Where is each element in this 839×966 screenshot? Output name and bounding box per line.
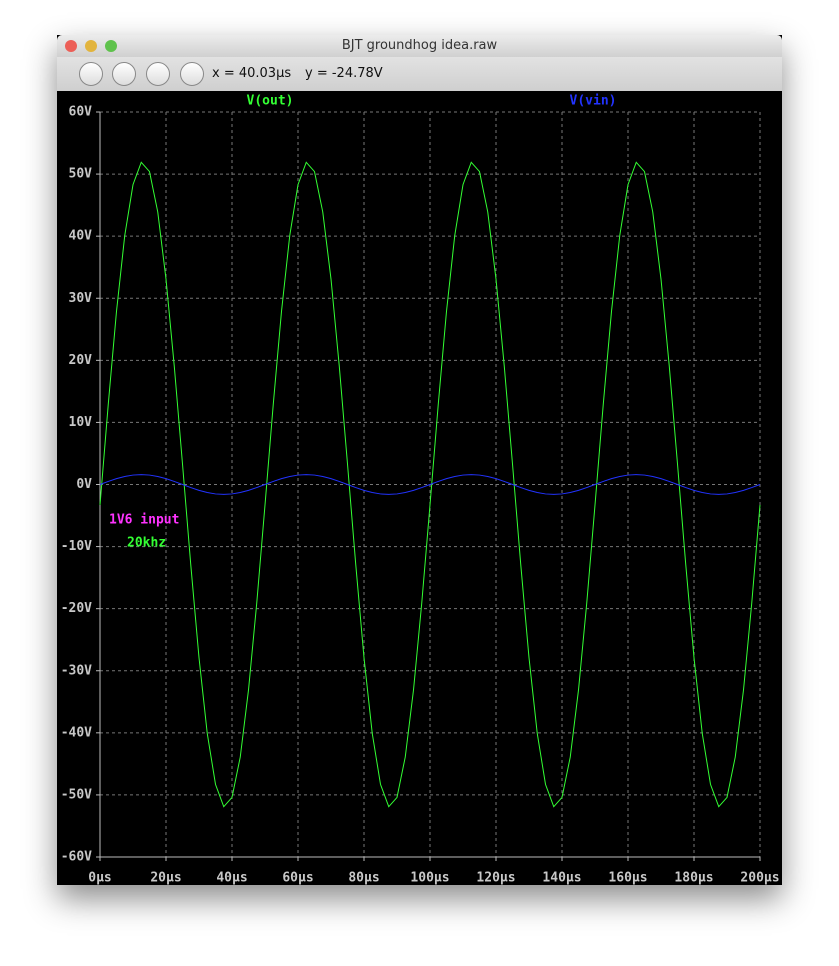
window-title: BJT groundhog idea.raw [341,38,498,53]
title-bar: BJT groundhog idea.raw [57,35,782,57]
cursor-y: y = -24.78V [305,66,383,81]
x-tick-label: 20µs [150,871,181,886]
x-tick-label: 40µs [216,871,247,886]
zoom-fit-tool[interactable] [112,62,136,86]
x-tick-label: 200µs [740,871,779,886]
y-tick-label: 60V [69,105,93,120]
x-tick-label: 160µs [608,871,647,886]
x-tick-label: 80µs [348,871,379,886]
minimize-button[interactable] [85,40,97,52]
y-tick-label: -40V [61,725,92,740]
zoom-tool[interactable] [79,62,103,86]
legend-entry: V(out) [247,94,294,109]
x-tick-label: 140µs [542,871,581,886]
window: BJT groundhog idea.raw x = 40.03µs y = -… [57,35,782,885]
y-tick-label: 40V [69,229,93,244]
toolbar: x = 40.03µs y = -24.78V [57,57,782,92]
y-tick-label: -30V [61,663,92,678]
trace [99,161,761,808]
y-tick-label: 20V [69,353,93,368]
zoom-button[interactable] [105,40,117,52]
x-tick-label: 120µs [476,871,515,886]
cursor-x: x = 40.03µs [212,66,292,81]
x-tick-label: 100µs [410,871,449,886]
x-tick-label: 60µs [282,871,313,886]
autorange-tool[interactable] [146,62,170,86]
probe-tool[interactable] [180,62,204,86]
x-tick-label: 0µs [88,871,111,886]
legend-entry: V(vin) [570,94,617,109]
y-tick-label: -10V [61,539,92,554]
y-tick-label: 10V [69,415,93,430]
x-tick-label: 180µs [674,871,713,886]
close-button[interactable] [65,40,77,52]
y-tick-label: 50V [69,167,93,182]
annotation: 20khz [127,536,166,551]
waveform-plot: -60V -50V -40V -30V -20V -10V 0V 10V 20V 30V 40V 50… [57,91,782,885]
y-tick-label: 30V [69,291,93,306]
y-tick-label: -50V [61,787,92,802]
y-tick-label: -60V [61,850,92,865]
y-tick-label: 0V [76,477,92,492]
annotation: 1V6 input [109,513,179,528]
y-tick-label: -20V [61,601,92,616]
trace [99,474,761,495]
